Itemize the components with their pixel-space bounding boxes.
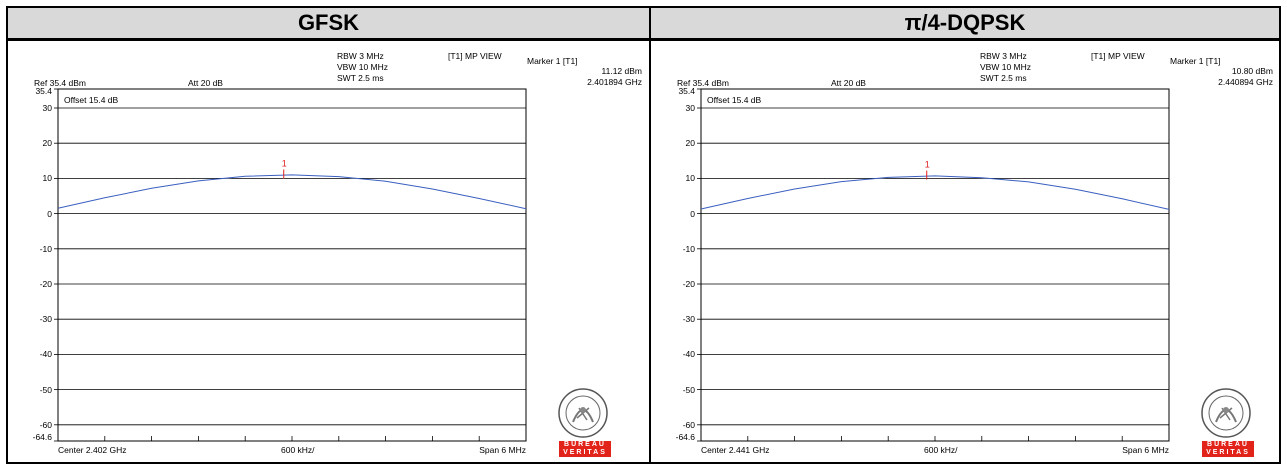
bureau-veritas-seal-icon	[1201, 388, 1251, 438]
logo-line2: VERITAS	[1202, 449, 1254, 457]
trace-line	[57, 174, 527, 210]
spectrum-panel-dqpsk: 1 RBW 3 MHz VBW 10 MHz SWT 2.5 ms [T1] M…	[649, 39, 1281, 464]
y-tick-label: 30	[685, 103, 695, 113]
y-tick-label: -60	[39, 419, 52, 430]
vbw-label: VBW 10 MHz	[980, 62, 1032, 72]
y-tick-label: 0	[47, 208, 52, 219]
y-tick-label: -50	[39, 384, 52, 395]
marker-title: Marker 1 [T1]	[527, 56, 578, 66]
marker-level: 10.80 dBm	[1231, 66, 1273, 76]
offset-label: Offset 15.4 dB	[64, 95, 119, 105]
marker-frequency: 2.440894 GHz	[1218, 77, 1273, 87]
bureau-veritas-seal-icon	[558, 388, 608, 438]
marker-level: 11.12 dBm	[601, 66, 642, 76]
center-frequency-label: Center 2.402 GHz	[58, 445, 127, 455]
rbw-label: RBW 3 MHz	[337, 51, 384, 61]
y-tick-label: 35.4	[678, 86, 695, 96]
logo-line1: BUREAU	[559, 441, 611, 449]
swt-label: SWT 2.5 ms	[337, 73, 384, 83]
vbw-label: VBW 10 MHz	[337, 62, 389, 72]
y-tick-label: -40	[39, 349, 52, 360]
bureau-veritas-logo: BUREAU VERITAS	[553, 386, 613, 458]
y-tick-label: -30	[682, 314, 695, 325]
y-tick-label: -50	[682, 384, 695, 395]
y-tick-label: -20	[682, 279, 695, 289]
y-tick-label: -60	[682, 419, 695, 430]
y-tick-label: -10	[39, 243, 52, 254]
y-tick-label: -40	[682, 349, 695, 360]
span-label: Span 6 MHz	[1122, 445, 1169, 455]
rbw-label: RBW 3 MHz	[980, 51, 1027, 61]
panel-header-dqpsk: π/4-DQPSK	[649, 6, 1281, 40]
marker-title: Marker 1 [T1]	[1170, 56, 1221, 66]
bureau-veritas-logo: BUREAU VERITAS	[1196, 386, 1256, 458]
ref-level-label: Ref 35.4 dBm	[34, 78, 86, 88]
y-tick-label: 0	[690, 208, 695, 219]
y-tick-label: 10	[685, 173, 695, 184]
marker-number: 1	[925, 160, 930, 170]
attenuation-label: Att 20 dB	[188, 78, 223, 88]
logo-line2: VERITAS	[559, 449, 611, 457]
marker-frequency: 2.401894 GHz	[587, 77, 642, 87]
view-mode-label: [T1] MP VIEW	[448, 51, 502, 61]
y-tick-label: -10	[682, 243, 695, 254]
view-mode-label: [T1] MP VIEW	[1091, 51, 1145, 61]
panel-header-gfsk: GFSK	[6, 6, 651, 40]
division-label: 600 kHz/	[281, 445, 315, 455]
y-tick-label: 10	[42, 173, 52, 184]
y-tick-label: -30	[39, 314, 52, 325]
y-tick-label: 20	[42, 138, 52, 149]
center-frequency-label: Center 2.441 GHz	[701, 445, 770, 455]
y-tick-label: 20	[685, 138, 695, 149]
y-tick-label: 30	[42, 103, 52, 113]
trace-line	[700, 175, 1170, 210]
spectrum-plot: 1	[697, 88, 1170, 442]
marker-number: 1	[282, 158, 287, 168]
y-tick-label: 35.4	[35, 86, 52, 96]
plot-frame	[700, 88, 1170, 442]
logo-line1: BUREAU	[1202, 441, 1254, 449]
spectrum-panel-gfsk: 1 RBW 3 MHz VBW 10 MHz SWT 2.5 ms [T1] M…	[6, 39, 651, 464]
attenuation-label: Att 20 dB	[831, 78, 866, 88]
division-label: 600 kHz/	[924, 445, 958, 455]
offset-label: Offset 15.4 dB	[707, 95, 762, 105]
span-label: Span 6 MHz	[479, 445, 526, 455]
plot-frame	[57, 88, 527, 442]
y-tick-label: -64.6	[675, 432, 695, 442]
swt-label: SWT 2.5 ms	[980, 73, 1027, 83]
ref-level-label: Ref 35.4 dBm	[677, 78, 729, 88]
y-tick-label: -64.6	[32, 432, 52, 442]
y-tick-label: -20	[39, 279, 52, 289]
spectrum-plot: 1	[54, 88, 527, 442]
